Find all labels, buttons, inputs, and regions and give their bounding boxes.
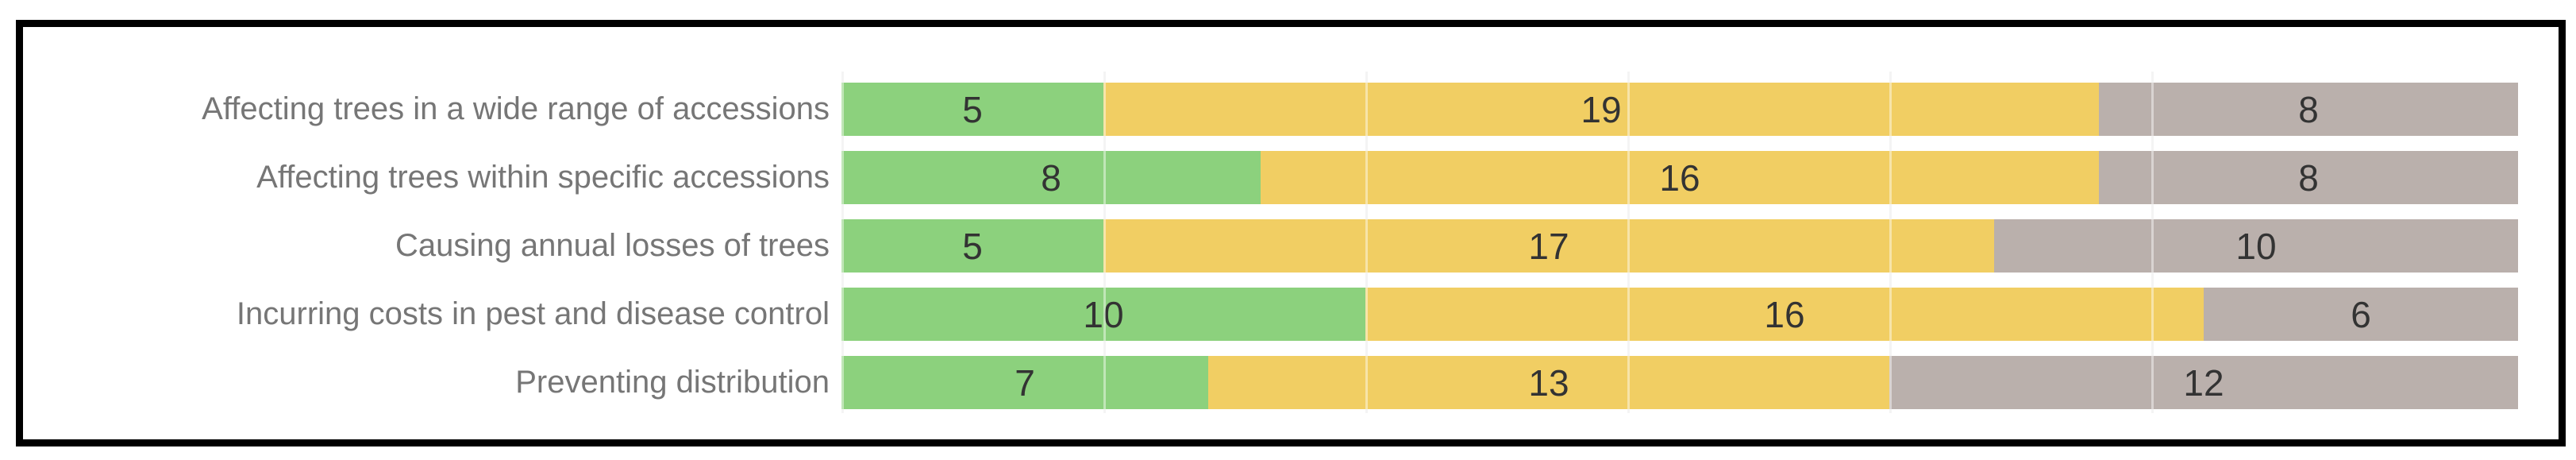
bar-segment-gray[interactable]: 8 [2099,83,2518,136]
bar-value-label: 5 [962,88,983,130]
bar-segment-yellow[interactable]: 16 [1365,288,2204,341]
bar-segment-green[interactable]: 5 [841,83,1103,136]
bar-value-label: 6 [2351,293,2371,335]
bar-value-label: 10 [2235,225,2277,267]
category-label: Causing annual losses of trees [395,228,830,263]
bar-value-label: 8 [1041,157,1061,199]
bar-segment-gray[interactable]: 8 [2099,151,2518,204]
bar-segment-yellow[interactable]: 13 [1208,356,1889,409]
bar-value-label: 19 [1581,88,1622,130]
bar-segment-gray[interactable]: 12 [1889,356,2518,409]
category-label: Affecting trees within specific accessio… [256,160,830,195]
bar-segment-gray[interactable]: 6 [2204,288,2518,341]
bar-segment-yellow[interactable]: 16 [1261,151,2099,204]
bar-value-label: 5 [962,225,983,267]
bar-value-label: 8 [2298,88,2319,130]
bar-segment-green[interactable]: 7 [841,356,1208,409]
category-label: Affecting trees in a wide range of acces… [202,91,830,126]
bar-segment-gray[interactable]: 10 [1994,219,2518,273]
bar-value-label: 16 [1764,293,1805,335]
bar-value-label: 13 [1528,361,1569,404]
bar-segment-yellow[interactable]: 17 [1103,219,1994,273]
bar-segment-yellow[interactable]: 19 [1103,83,2099,136]
bar-value-label: 16 [1659,157,1700,199]
bar-value-label: 10 [1083,293,1124,335]
bar-segment-green[interactable]: 8 [841,151,1261,204]
bar-value-label: 17 [1528,225,1569,267]
bar-segment-green[interactable]: 5 [841,219,1103,273]
category-label: Preventing distribution [515,365,830,400]
bar-value-label: 8 [2298,157,2319,199]
bar-value-label: 12 [2183,361,2224,404]
bar-segment-green[interactable]: 10 [841,288,1365,341]
category-label: Incurring costs in pest and disease cont… [236,296,830,331]
bar-value-label: 7 [1015,361,1035,404]
